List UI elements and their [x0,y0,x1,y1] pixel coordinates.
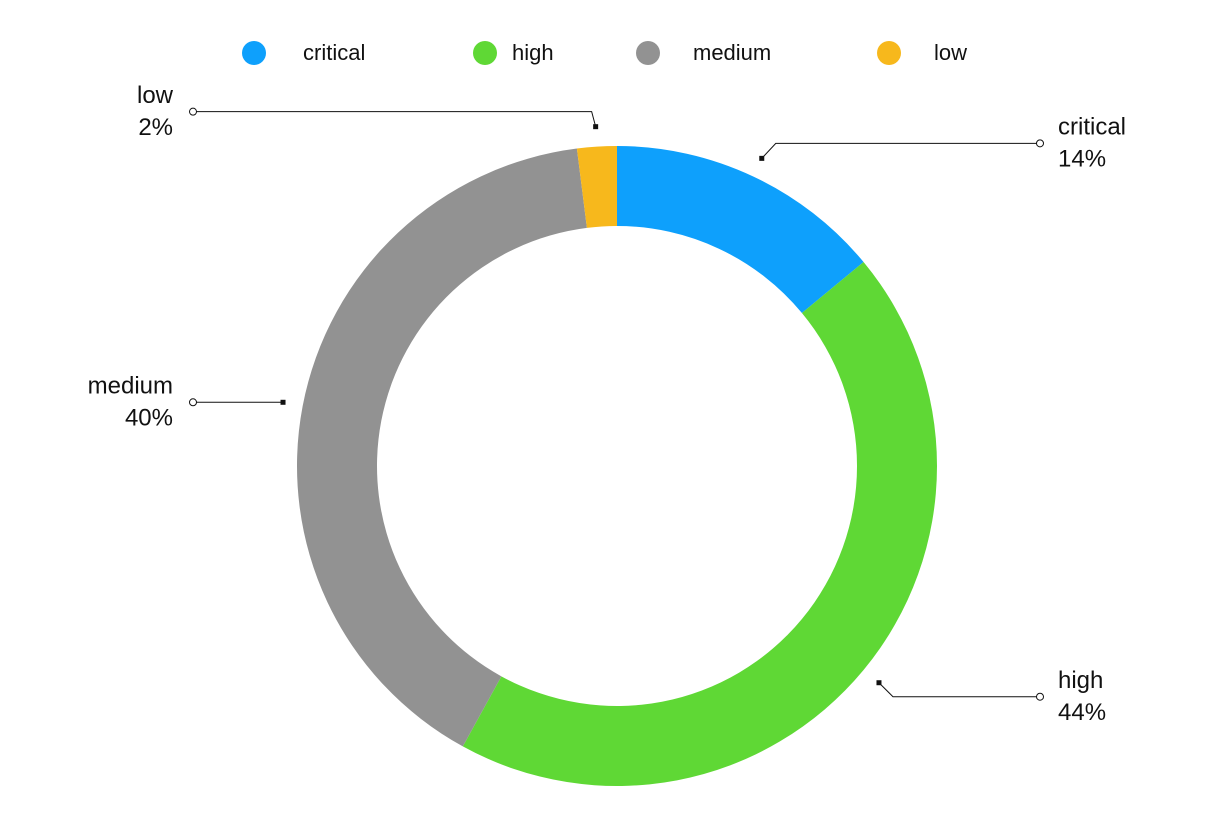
donut-slice [462,262,937,787]
donut-slice [296,148,587,747]
legend-marker [242,41,266,65]
legend-marker [877,41,901,65]
legend-label: low [934,40,967,65]
legend-marker [636,41,660,65]
legend-label: medium [693,40,771,65]
slice-name: medium [88,373,173,400]
slice-name: high [1058,667,1103,694]
donut-slice [617,146,864,314]
leader-end [189,107,197,116]
leader-line [878,682,1040,698]
slice-value: 40% [125,405,173,432]
donut-slice [576,146,617,228]
leader-end [1036,139,1044,148]
legend-label: critical [303,40,365,65]
slice-value: 2% [138,114,173,141]
leader-dot [593,124,599,130]
leader-dot [876,680,882,686]
leader-line [193,111,597,127]
leader-end [1036,692,1044,701]
slice-name: critical [1058,114,1126,141]
leader-dot [759,155,765,161]
slice-name: low [137,82,174,109]
leader-end [189,398,197,407]
leader-line [761,142,1040,159]
leader-dot [280,399,286,405]
slice-value: 14% [1058,146,1106,173]
slice-value: 44% [1058,699,1106,726]
legend-marker [473,41,497,65]
legend-label: high [512,40,554,65]
